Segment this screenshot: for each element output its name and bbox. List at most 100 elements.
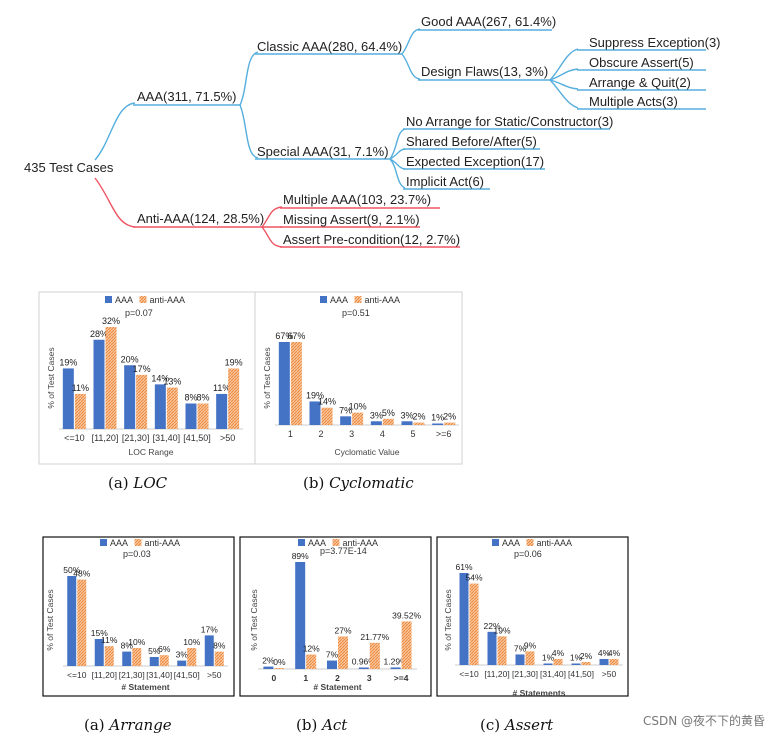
tree-node-good-aaa: Good AAA(267, 61.4%) (421, 14, 556, 29)
bar-anti-aaa (104, 646, 114, 666)
bar-anti-aaa (382, 418, 394, 425)
bar-anti-aaa (401, 621, 412, 669)
data-label-anti-aaa: 6% (158, 644, 171, 654)
x-tick-label: 3 (349, 429, 354, 439)
x-tick-label: [21,30] (119, 670, 145, 680)
bar-aaa (62, 368, 74, 429)
bar-anti-aaa (159, 655, 169, 666)
bar-aaa (204, 635, 214, 666)
tree-node-suppress-exception: Suppress Exception(3) (589, 35, 721, 50)
legend-swatch-anti-aaa (332, 539, 340, 546)
chart-frame (38, 291, 262, 465)
bar-anti-aaa (166, 387, 178, 429)
data-label-aaa: 5% (148, 646, 161, 656)
data-label-aaa: 11% (213, 383, 230, 393)
bar-aaa (216, 393, 228, 429)
legend-label-aaa: AAA (502, 538, 520, 548)
data-label-anti-aaa: 27% (334, 626, 351, 636)
legend-label-anti-aaa: anti-AAA (343, 538, 379, 548)
x-tick-label: 0 (272, 673, 277, 683)
x-axis-title: # Statement (121, 682, 169, 692)
y-axis-title: % of Test Cases (249, 589, 259, 650)
data-label-anti-aaa: 10% (128, 637, 145, 647)
anti-aaa-branch-lines (94, 177, 460, 248)
data-label-aaa: 7% (514, 643, 527, 653)
bar-aaa (432, 423, 444, 425)
data-label-anti-aaa: 4% (552, 648, 565, 658)
data-label-anti-aaa: 48% (73, 569, 90, 579)
chart-legend: AAA anti-AAA (320, 295, 400, 305)
bar-aaa (370, 421, 382, 425)
x-tick-label: 1 (303, 673, 308, 683)
tree-node-no-arrange: No Arrange for Static/Constructor(3) (406, 114, 613, 129)
legend-swatch-anti-aaa (139, 296, 147, 303)
legend-swatch-aaa (320, 296, 327, 303)
p-value-label: p=0.06 (514, 549, 542, 559)
bar-aaa (543, 663, 553, 665)
bar-aaa (358, 667, 369, 669)
x-tick-label: <=10 (64, 433, 85, 443)
x-tick-label: 5 (410, 429, 415, 439)
data-label-aaa: 1% (570, 652, 583, 662)
y-axis-title: % of Test Cases (46, 347, 56, 408)
x-tick-label: 1 (288, 429, 293, 439)
data-label-anti-aaa: 2% (412, 412, 425, 422)
data-label-aaa: 1.29% (384, 656, 409, 666)
legend-label-anti-aaa: anti-AAA (537, 538, 573, 548)
legend-swatch-anti-aaa (526, 539, 534, 546)
x-tick-label: >=4 (394, 673, 409, 683)
bar-aaa (94, 639, 104, 666)
tree-node-classic-aaa: Classic AAA(280, 64.4%) (257, 39, 402, 54)
data-label-aaa: 1% (431, 413, 444, 423)
bar-anti-aaa (187, 648, 197, 666)
data-label-aaa: 0.96% (352, 657, 377, 667)
x-tick-label: [41,50] (568, 669, 594, 679)
bar-anti-aaa (197, 403, 209, 429)
x-tick-label: [21,30] (512, 669, 538, 679)
bar-aaa (124, 365, 136, 429)
legend-swatch-aaa (298, 539, 305, 546)
bar-aaa (515, 654, 525, 665)
p-value-label: p=0.07 (125, 308, 153, 318)
tree-node-expected-exception: Expected Exception(17) (406, 154, 544, 169)
x-axis-title: # Statements (513, 688, 566, 698)
data-label-anti-aaa: 13% (163, 377, 181, 387)
bar-aaa (67, 576, 77, 666)
caption-arrange: (a) Arrange (84, 716, 172, 734)
data-label-anti-aaa: 0% (273, 657, 286, 667)
tree-node-special-aaa: Special AAA(31, 7.1%) (257, 144, 389, 159)
bar-anti-aaa (497, 636, 507, 665)
bar-aaa (571, 663, 581, 665)
bar-aaa (93, 339, 105, 429)
bar-aaa (401, 421, 413, 425)
data-label-anti-aaa: 11% (101, 635, 118, 645)
bar-anti-aaa (214, 651, 224, 666)
p-value-label: p=0.51 (342, 308, 370, 318)
bar-aaa (487, 631, 497, 665)
data-label-aaa: 15% (91, 628, 108, 638)
bar-anti-aaa (369, 642, 380, 669)
bar-charts: AAA anti-AAA p=0.07 % of Test Cases LOC Rang… (38, 291, 629, 698)
x-axis-title: LOC Range (129, 447, 174, 457)
data-label-anti-aaa: 19% (225, 357, 243, 367)
bar-anti-aaa (553, 658, 563, 665)
legend-label-aaa: AAA (115, 295, 133, 305)
bar-anti-aaa (413, 422, 425, 425)
x-tick-label: <=10 (459, 669, 479, 679)
data-label-aaa: 61% (455, 562, 472, 572)
caption-act: (b) Act (296, 716, 348, 734)
data-label-anti-aaa: 21.77% (360, 632, 389, 642)
bar-anti-aaa (581, 661, 591, 665)
data-label-anti-aaa: 10% (349, 402, 367, 412)
data-label-aaa: 20% (121, 354, 139, 364)
x-tick-label: >50 (220, 433, 235, 443)
data-label-anti-aaa: 2% (580, 651, 593, 661)
data-label-aaa: 50% (63, 565, 80, 575)
bar-aaa (122, 651, 132, 666)
bar-aaa (309, 401, 321, 425)
x-tick-label: [11,20] (484, 669, 509, 679)
bar-anti-aaa (290, 342, 302, 425)
legend-label-aaa: AAA (308, 538, 326, 548)
